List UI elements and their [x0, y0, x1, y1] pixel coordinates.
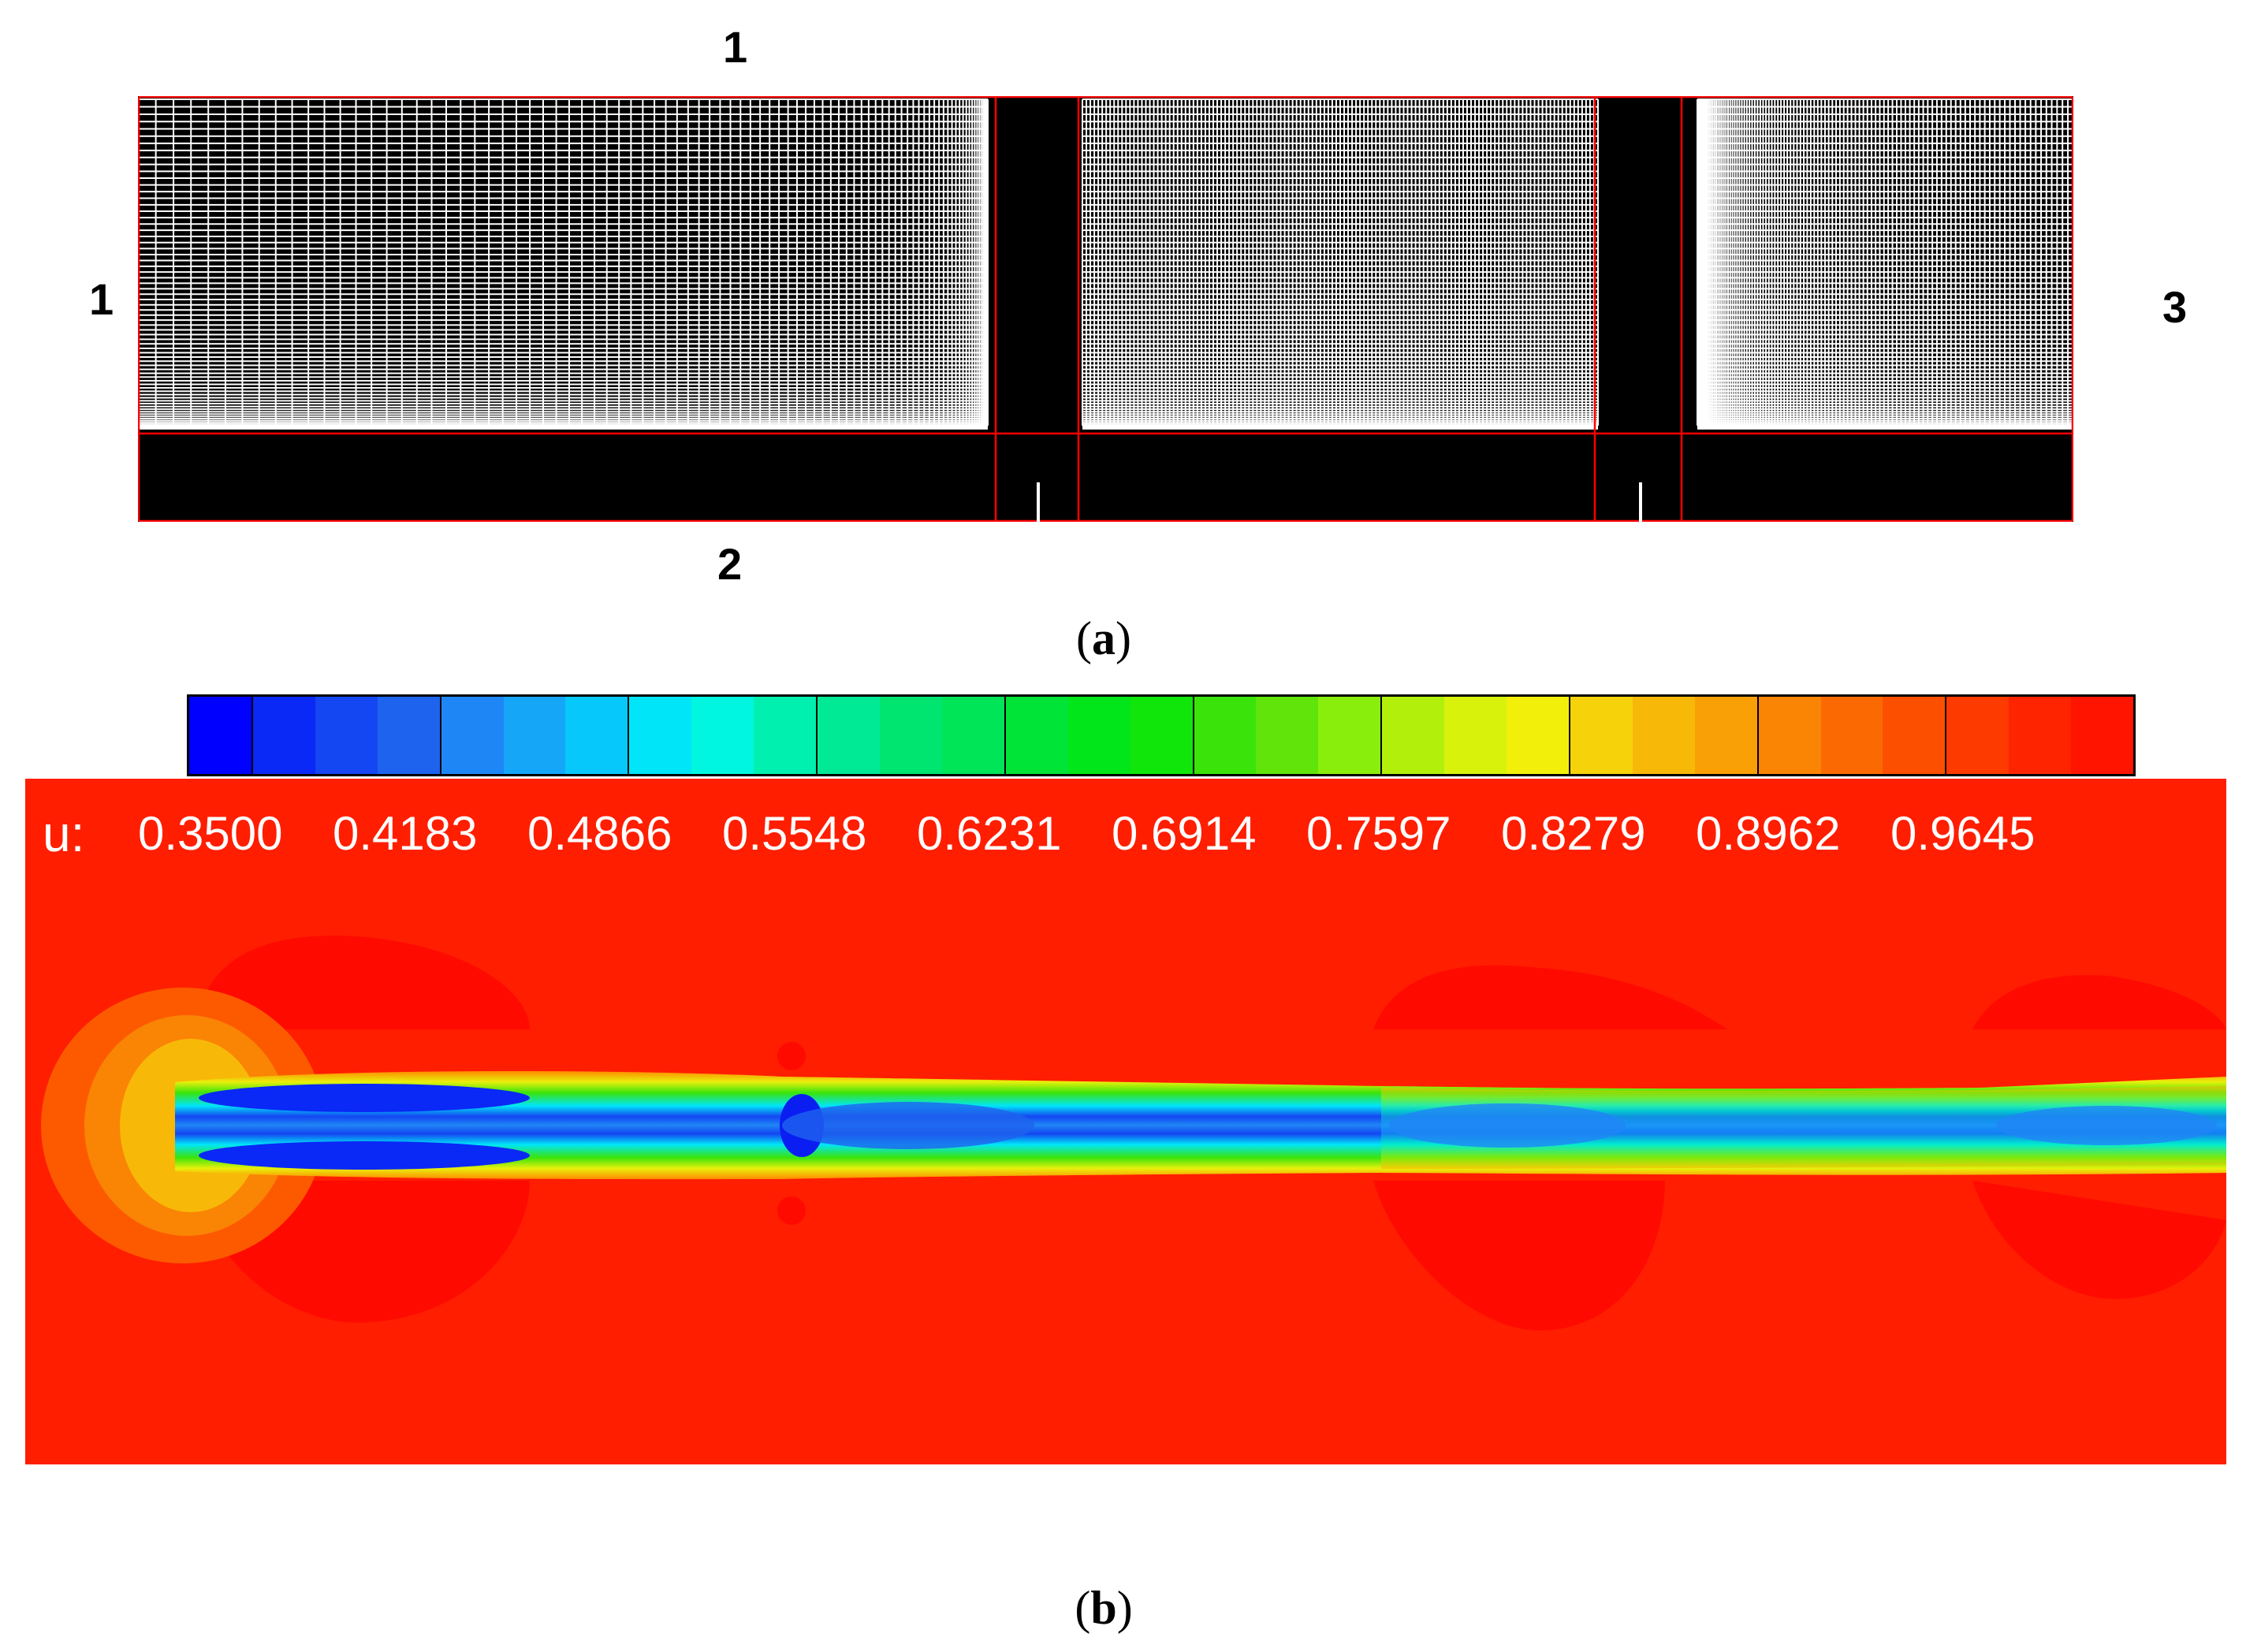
caption-b: (b)	[1075, 1582, 1133, 1634]
colorbar-swatch	[1192, 697, 1257, 774]
colorbar-swatch	[315, 697, 378, 774]
colorbar-swatch	[691, 697, 754, 774]
colorbar-swatch	[1568, 697, 1633, 774]
colorbar-tick-label: 0.8962	[1696, 807, 1841, 860]
colorbar-tick-label: 0.7597	[1306, 807, 1451, 860]
colorbar-swatch	[1380, 697, 1445, 774]
colorbar-swatch	[754, 697, 817, 774]
colorbar-swatch	[1756, 697, 1821, 774]
colorbar-tick-label: 0.9645	[1890, 807, 2036, 860]
colorbar-tick-label: 0.4183	[333, 807, 478, 860]
colorbar-tick-label: 0.5548	[722, 807, 867, 860]
colorbar-swatch	[251, 697, 315, 774]
colorbar-swatch	[1632, 697, 1695, 774]
colorbar-swatch	[1256, 697, 1319, 774]
colorbar-swatch	[1945, 697, 2009, 774]
colorbar-swatch	[1130, 697, 1193, 774]
colorbar-swatch	[503, 697, 566, 774]
colorbar-swatch	[1694, 697, 1757, 774]
colorbar-swatch	[565, 697, 628, 774]
colorbar-swatch	[1820, 697, 1883, 774]
colorbar-swatch	[1507, 697, 1569, 774]
jet-core	[175, 1070, 2226, 1180]
caption-a: (a)	[1076, 612, 1131, 664]
boundary-label-right: 3	[2162, 282, 2188, 332]
colorbar-swatch	[1004, 697, 1068, 774]
colorbar-swatch	[1067, 697, 1130, 774]
colorbar-tick-label: 0.3500	[138, 807, 283, 860]
colorbar-swatch	[1883, 697, 1946, 774]
colorbar-swatch	[816, 697, 880, 774]
colorbar-swatch	[941, 697, 1004, 774]
colorbar-swatch	[628, 697, 692, 774]
velocity-contour-plot: u: 0.3500 0.4183 0.4866 0.5548 0.6231 0.6914 0…	[25, 779, 2226, 1464]
colorbar-swatch	[439, 697, 504, 774]
colorbar-swatch	[1318, 697, 1381, 774]
colorbar-swatch	[377, 697, 440, 774]
colorbar-swatch	[189, 697, 251, 774]
colorbar-tick-label: 0.8279	[1501, 807, 1646, 860]
colorbar-tick-labels: 0.3500 0.4183 0.4866 0.5548 0.6231 0.6914 0.75…	[25, 802, 2226, 865]
colorbar-swatch	[1444, 697, 1507, 774]
colorbar-swatch	[2009, 697, 2072, 774]
colorbar-swatch	[2071, 697, 2134, 774]
contour-variable-label: u:	[43, 806, 85, 862]
colorbar-swatch	[879, 697, 942, 774]
colorbar-tick-label: 0.4866	[527, 807, 672, 860]
shock-bulbs	[195, 936, 2226, 1330]
colorbar-tick-label: 0.6914	[1112, 807, 1257, 860]
boundary-label-top: 1	[723, 22, 748, 72]
colorbar-tick-label: 0.6231	[917, 807, 1062, 860]
computational-mesh	[138, 96, 2073, 522]
mesh-grid-lines	[138, 96, 2073, 522]
contour-field	[41, 936, 2226, 1330]
colorbar	[187, 694, 2136, 776]
boundary-label-bottom: 2	[717, 539, 743, 589]
boundary-label-left: 1	[89, 274, 114, 324]
